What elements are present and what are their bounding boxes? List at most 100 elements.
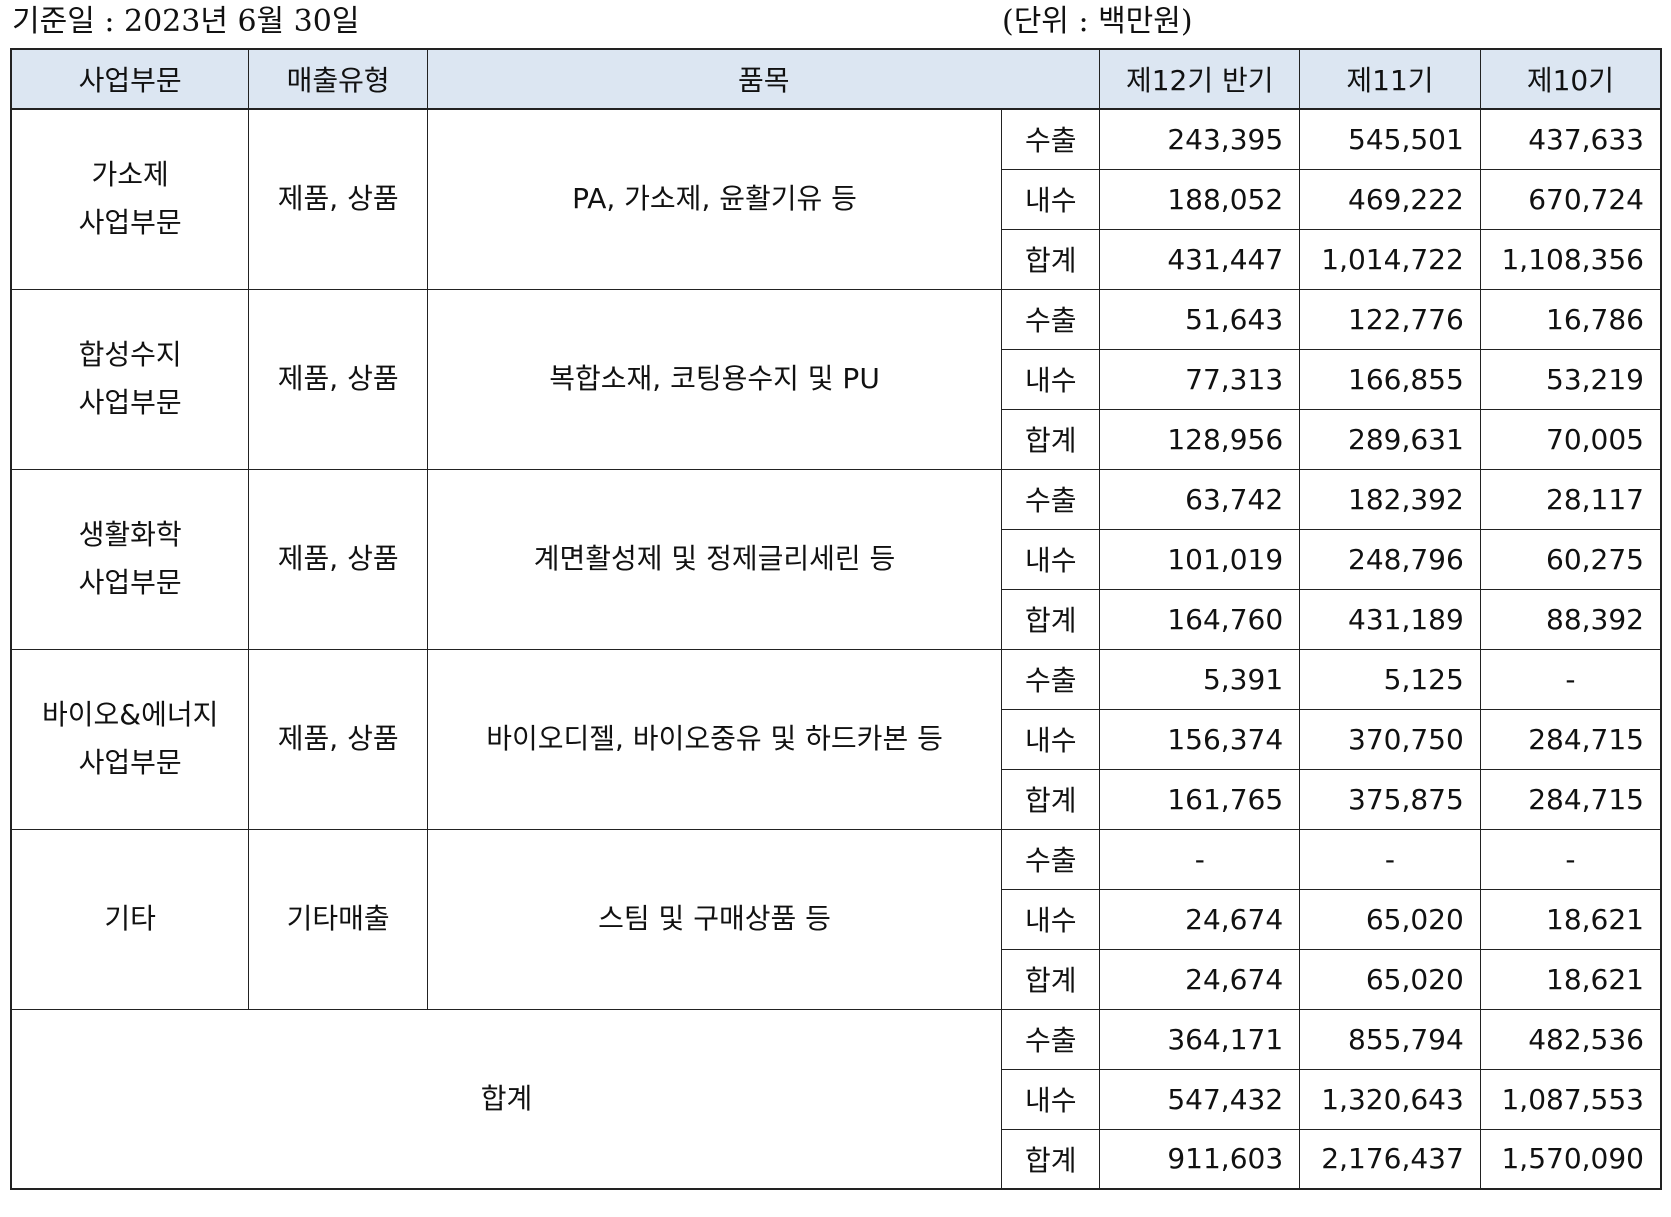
value-p12: 243,395 <box>1099 108 1301 170</box>
segment-name: 기타 <box>104 902 156 935</box>
kind-cell: 수출 <box>1001 1008 1101 1070</box>
value-p11: 5,125 <box>1299 648 1481 710</box>
sales-type-cell: 기타매출 <box>248 828 428 1010</box>
value-p10: 18,621 <box>1479 888 1662 950</box>
table-row: 내수 77,313 166,855 53,219 <box>11 348 1662 410</box>
table-row: 내수 24,674 65,020 18,621 <box>11 888 1662 950</box>
value-p11: 370,750 <box>1299 708 1481 770</box>
total-row: 합계 수출 364,171 855,794 482,536 <box>10 1008 1662 1190</box>
value-p11: 289,631 <box>1299 408 1481 470</box>
value-p12: 188,052 <box>1099 168 1301 230</box>
value-p11: 166,855 <box>1299 348 1481 410</box>
kind-cell: 합계 <box>1001 768 1101 830</box>
value-p12: 547,432 <box>1099 1068 1301 1130</box>
kind-cell: 내수 <box>1001 528 1101 590</box>
kind-cell: 합계 <box>1001 588 1101 650</box>
value-p12: 161,765 <box>1099 768 1301 830</box>
segment-suffix: 사업부문 <box>78 566 182 599</box>
segment-name: 가소제 <box>91 158 169 192</box>
sales-type-cell: 제품, 상품 <box>248 468 428 650</box>
value-p11: 545,501 <box>1299 108 1481 170</box>
segment-cell: 생활화학 사업부문 <box>10 468 250 650</box>
segment-name: 합성수지 <box>78 338 182 371</box>
value-p12: - <box>1099 828 1301 890</box>
value-p11: 2,176,437 <box>1299 1128 1481 1190</box>
table-row: 합계 164,760 431,189 88,392 <box>11 588 1662 650</box>
segment-cell: 가소제 사업부문 <box>10 108 250 290</box>
kind-cell: 합계 <box>1001 408 1101 470</box>
table-row: 합계 24,674 65,020 18,621 <box>11 948 1662 1010</box>
value-p10: 28,117 <box>1479 468 1662 530</box>
kind-cell: 합계 <box>1001 228 1101 290</box>
value-p12: 24,674 <box>1099 888 1301 950</box>
table-row: 합계 128,956 289,631 70,005 <box>11 408 1662 470</box>
kind-cell: 수출 <box>1001 468 1101 530</box>
header-period-11: 제11기 <box>1299 48 1481 110</box>
value-p10: 88,392 <box>1479 588 1662 650</box>
value-p12: 51,643 <box>1099 288 1301 350</box>
value-p12: 63,742 <box>1099 468 1301 530</box>
item-cell: 바이오디젤, 바이오중유 및 하드카본 등 <box>426 648 1003 830</box>
value-p11: 65,020 <box>1299 948 1481 1010</box>
sales-by-segment-table: 사업부문 매출유형 품목 제12기 반기 제11기 제10기 가소제 사업부문 … <box>10 48 1662 1190</box>
value-p10: 60,275 <box>1479 528 1662 590</box>
sales-type-cell: 제품, 상품 <box>248 648 428 830</box>
value-p12: 431,447 <box>1099 228 1301 290</box>
value-p11: - <box>1299 828 1481 890</box>
kind-cell: 내수 <box>1001 708 1101 770</box>
value-p10: 670,724 <box>1479 168 1662 230</box>
table-row: 합성수지 사업부문 제품, 상품 복합소재, 코팅용수지 및 PU 수출 51,… <box>10 288 1662 470</box>
value-p10: 284,715 <box>1479 768 1662 830</box>
kind-cell: 수출 <box>1001 648 1101 710</box>
value-p11: 469,222 <box>1299 168 1481 230</box>
value-p10: - <box>1479 828 1662 890</box>
value-p10: 70,005 <box>1479 408 1662 470</box>
value-p11: 1,014,722 <box>1299 228 1481 290</box>
value-p10: 18,621 <box>1479 948 1662 1010</box>
table-row: 내수 156,374 370,750 284,715 <box>11 708 1662 770</box>
grand-total-label: 합계 <box>10 1008 1003 1190</box>
value-p10: - <box>1479 648 1662 710</box>
unit-caption: (단위 : 백만원) <box>1002 4 1193 39</box>
value-p12: 128,956 <box>1099 408 1301 470</box>
value-p10: 1,108,356 <box>1479 228 1662 290</box>
table-row: 기타 기타매출 스팀 및 구매상품 등 수출 - - - <box>10 828 1662 1010</box>
segment-suffix: 사업부문 <box>78 206 182 240</box>
segment-suffix: 사업부문 <box>78 386 182 419</box>
value-p11: 855,794 <box>1299 1008 1481 1070</box>
total-row: 합계 911,603 2,176,437 1,570,090 <box>11 1128 1662 1190</box>
kind-cell: 내수 <box>1001 1068 1101 1130</box>
value-p12: 911,603 <box>1099 1128 1301 1190</box>
kind-cell: 합계 <box>1001 948 1101 1010</box>
kind-cell: 내수 <box>1001 888 1101 950</box>
value-p12: 77,313 <box>1099 348 1301 410</box>
total-row: 내수 547,432 1,320,643 1,087,553 <box>11 1068 1662 1130</box>
base-date-caption: 기준일 : 2023년 6월 30일 <box>12 4 360 39</box>
segment-name: 바이오&에너지 <box>41 698 219 731</box>
value-p10: 53,219 <box>1479 348 1662 410</box>
sales-type-cell: 제품, 상품 <box>248 288 428 470</box>
item-cell: 스팀 및 구매상품 등 <box>426 828 1003 1010</box>
value-p11: 122,776 <box>1299 288 1481 350</box>
value-p12: 156,374 <box>1099 708 1301 770</box>
value-p12: 101,019 <box>1099 528 1301 590</box>
table-row: 바이오&에너지 사업부문 제품, 상품 바이오디젤, 바이오중유 및 하드카본 … <box>10 648 1662 830</box>
table-row: 내수 101,019 248,796 60,275 <box>11 528 1662 590</box>
header-row: 사업부문 매출유형 품목 제12기 반기 제11기 제10기 <box>10 48 1662 110</box>
value-p12: 164,760 <box>1099 588 1301 650</box>
value-p10: 284,715 <box>1479 708 1662 770</box>
item-cell: 복합소재, 코팅용수지 및 PU <box>426 288 1003 470</box>
value-p11: 65,020 <box>1299 888 1481 950</box>
value-p12: 5,391 <box>1099 648 1301 710</box>
header-period-10: 제10기 <box>1479 48 1662 110</box>
value-p11: 431,189 <box>1299 588 1481 650</box>
value-p10: 16,786 <box>1479 288 1662 350</box>
kind-cell: 수출 <box>1001 108 1101 170</box>
kind-cell: 합계 <box>1001 1128 1101 1190</box>
kind-cell: 수출 <box>1001 288 1101 350</box>
value-p11: 375,875 <box>1299 768 1481 830</box>
value-p12: 24,674 <box>1099 948 1301 1010</box>
value-p10: 1,570,090 <box>1479 1128 1662 1190</box>
segment-cell: 기타 <box>10 828 250 1010</box>
value-p11: 182,392 <box>1299 468 1481 530</box>
